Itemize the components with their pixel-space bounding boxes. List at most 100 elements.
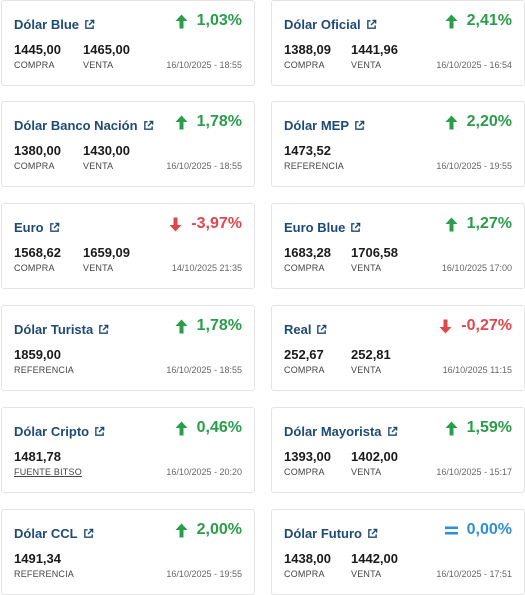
rate-card-title-link[interactable]: Dólar Blue — [14, 17, 95, 32]
rate-value-secondary: 252,81 — [351, 347, 391, 362]
equals-icon — [444, 526, 458, 534]
arrow-up-icon — [175, 421, 188, 435]
rate-card-title: Dólar MEP — [284, 118, 350, 133]
rate-card-title-link[interactable]: Dólar Banco Nación — [14, 118, 154, 133]
rate-card-title-link[interactable]: Dólar CCL — [14, 526, 94, 541]
rate-timestamp: 16/10/2025 - 18:55 — [166, 365, 242, 375]
rate-change-percent: 2,41% — [466, 12, 512, 29]
external-link-icon — [83, 528, 93, 538]
rate-label-primary: COMPRA — [284, 569, 325, 579]
arrow-up-icon — [175, 523, 188, 537]
rate-timestamp: 16/10/2025 - 16:54 — [436, 60, 512, 70]
rate-source-link[interactable]: FUENTE BITSO — [14, 467, 82, 477]
rate-card-title-link[interactable]: Dólar Mayorista — [284, 424, 398, 439]
rate-label-secondary: VENTA — [351, 365, 382, 375]
rate-label-secondary: VENTA — [351, 467, 382, 477]
rate-value-primary: 1438,00 — [284, 551, 331, 566]
rate-change: 1,78% — [175, 317, 242, 335]
rate-card-title-link[interactable]: Real — [284, 322, 327, 337]
arrow-down-icon — [439, 319, 452, 333]
rate-timestamp: 16/10/2025 - 18:55 — [166, 60, 242, 70]
rate-change: 1,78% — [175, 113, 242, 131]
external-link-icon — [351, 222, 361, 232]
rate-value-secondary: 1659,09 — [83, 245, 130, 260]
rate-card-title: Dólar Mayorista — [284, 424, 382, 439]
rate-label-secondary: VENTA — [83, 161, 114, 171]
external-link-icon — [49, 222, 59, 232]
rate-change: 0,46% — [175, 419, 242, 437]
rate-change-percent: 0,46% — [196, 419, 242, 436]
external-link-icon — [317, 324, 327, 334]
arrow-up-icon — [445, 421, 458, 435]
rate-card-title-link[interactable]: Dólar Futuro — [284, 526, 378, 541]
rate-timestamp: 16/10/2025 17:00 — [441, 263, 512, 273]
rate-change: 1,03% — [175, 12, 242, 30]
arrow-up-icon — [445, 115, 458, 129]
rate-change-percent: -3,97% — [191, 215, 242, 232]
rate-card-10: Dólar Mayorista 1,59% 1393,00 COMPRA 140… — [271, 407, 525, 493]
rate-label-secondary: VENTA — [351, 569, 382, 579]
arrow-down-icon — [169, 217, 182, 231]
rate-card-title-link[interactable]: Dólar Oficial — [284, 17, 377, 32]
arrow-up-icon — [445, 14, 458, 28]
arrow-up-icon — [175, 115, 188, 129]
rate-change: 0,00% — [444, 521, 512, 539]
external-link-icon — [143, 120, 153, 130]
rate-change-percent: 1,78% — [196, 317, 242, 334]
rate-label-primary: COMPRA — [14, 60, 55, 70]
rate-card-title: Dólar Futuro — [284, 526, 362, 541]
external-link-icon — [368, 528, 378, 538]
rate-value-secondary: 1706,58 — [351, 245, 398, 260]
rate-value-primary: 1491,34 — [14, 551, 61, 566]
rate-timestamp: 16/10/2025 - 15:17 — [436, 467, 512, 477]
rate-card-title-link[interactable]: Euro — [14, 220, 60, 235]
rate-card-title-link[interactable]: Dólar Cripto — [14, 424, 105, 439]
rate-label-secondary: VENTA — [351, 60, 382, 70]
external-link-icon — [387, 426, 397, 436]
rate-card-2: Dólar Oficial 2,41% 1388,09 COMPRA 1441,… — [271, 0, 525, 86]
rate-value-secondary: 1441,96 — [351, 42, 398, 57]
rate-card-6: Euro Blue 1,27% 1683,28 COMPRA 1706,58 V… — [271, 203, 525, 289]
rate-timestamp: 16/10/2025 - 19:55 — [436, 161, 512, 171]
rate-value-secondary: 1442,00 — [351, 551, 398, 566]
rate-card-title-link[interactable]: Dólar MEP — [284, 118, 365, 133]
rate-change: -0,27% — [439, 317, 512, 335]
rate-card-7: Dólar Turista 1,78% 1859,00 REFERENCIA 1… — [1, 305, 255, 391]
rate-card-12: Dólar Futuro 0,00% 1438,00 COMPRA 1442,0… — [271, 509, 525, 595]
rate-change-percent: 0,00% — [466, 521, 512, 538]
rate-card-9: Dólar Cripto 0,46% 1481,78 FUENTE BITSO … — [1, 407, 255, 493]
rate-value-primary: 1683,28 — [284, 245, 331, 260]
rate-value-primary: 1445,00 — [14, 42, 61, 57]
rate-value-primary: 1481,78 — [14, 449, 61, 464]
rate-label-primary: COMPRA — [284, 60, 325, 70]
rate-label-primary: REFERENCIA — [14, 365, 75, 375]
rate-label-primary: COMPRA — [284, 467, 325, 477]
rate-timestamp: 16/10/2025 - 19:55 — [166, 569, 242, 579]
rate-value-primary: 1568,62 — [14, 245, 61, 260]
rate-card-title-link[interactable]: Euro Blue — [284, 220, 361, 235]
rate-change-percent: 1,27% — [466, 215, 512, 232]
rate-label-primary: COMPRA — [14, 161, 55, 171]
rate-card-1: Dólar Blue 1,03% 1445,00 COMPRA 1465,00 … — [1, 0, 255, 86]
arrow-up-icon — [445, 217, 458, 231]
external-link-icon — [366, 19, 376, 29]
external-link-icon — [99, 324, 109, 334]
rate-label-secondary: VENTA — [351, 263, 382, 273]
rate-change-percent: 2,00% — [196, 521, 242, 538]
rate-value-primary: 1380,00 — [14, 143, 61, 158]
rate-card-8: Real -0,27% 252,67 COMPRA 252,81 VENTA 1… — [271, 305, 525, 391]
external-link-icon — [355, 120, 365, 130]
rate-change-percent: 2,20% — [466, 113, 512, 130]
rate-card-title: Euro Blue — [284, 220, 346, 235]
rate-card-title-link[interactable]: Dólar Turista — [14, 322, 109, 337]
rate-timestamp: 14/10/2025 21:35 — [171, 263, 242, 273]
rate-value-secondary: 1465,00 — [83, 42, 130, 57]
rate-label-primary: REFERENCIA — [14, 569, 75, 579]
rate-change: 2,20% — [445, 113, 512, 131]
rate-card-title: Dólar CCL — [14, 526, 78, 541]
rate-timestamp: 16/10/2025 - 20:20 — [166, 467, 242, 477]
rate-card-title: Dólar Turista — [14, 322, 94, 337]
rate-label-secondary: VENTA — [83, 263, 114, 273]
rate-change: 1,27% — [445, 215, 512, 233]
rate-value-primary: 1388,09 — [284, 42, 331, 57]
